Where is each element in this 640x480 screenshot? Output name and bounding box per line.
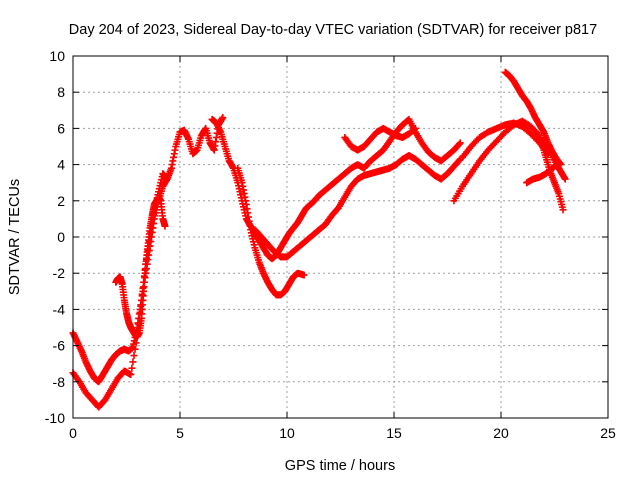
series-track-7 [341,124,419,154]
data-point [161,222,169,230]
data-point [411,124,419,132]
x-tick-label: 15 [386,425,402,441]
y-tick-label: -4 [53,301,66,317]
y-tick-label: -2 [53,265,66,281]
y-tick-label: -10 [45,410,65,426]
y-tick-label: 6 [57,120,65,136]
series-track-4 [208,115,464,263]
y-tick-label: -8 [53,374,66,390]
series-track-6 [251,152,464,261]
series-track-5 [234,164,308,299]
data-point [456,139,464,147]
ticks-layer: 0 5 10 15 20 25 -10 -8 -6 -4 -2 0 2 4 6 8 10 [45,48,616,441]
x-tick-label: 25 [600,425,616,441]
series-track-12 [531,133,567,214]
marks-layer [69,68,569,411]
x-tick-label: 20 [493,425,509,441]
data-point [559,206,567,214]
series-track-3 [112,193,169,341]
data-point [129,358,137,366]
x-axis-label: GPS time / hours [285,458,395,474]
data-point [410,125,418,133]
chart-title: Day 204 of 2023, Sidereal Day-to-day VTE… [69,22,597,38]
y-tick-label: -6 [53,338,66,354]
data-point [127,371,135,379]
data-point [163,175,171,183]
data-point [130,352,138,360]
data-point [300,271,308,279]
y-tick-label: 2 [57,193,65,209]
x-tick-label: 5 [176,425,184,441]
y-tick-label: 10 [49,48,65,64]
data-point [219,114,227,122]
x-tick-label: 0 [69,425,77,441]
y-tick-label: 4 [57,157,65,173]
data-point [128,364,136,372]
y-tick-label: 0 [57,229,65,245]
y-tick-label: 8 [57,84,65,100]
series-track-10 [501,68,565,169]
x-tick-label: 10 [279,425,295,441]
y-axis-label: SDTVAR / TECUs [7,179,23,295]
data-point [455,140,463,148]
data-point [561,175,569,183]
